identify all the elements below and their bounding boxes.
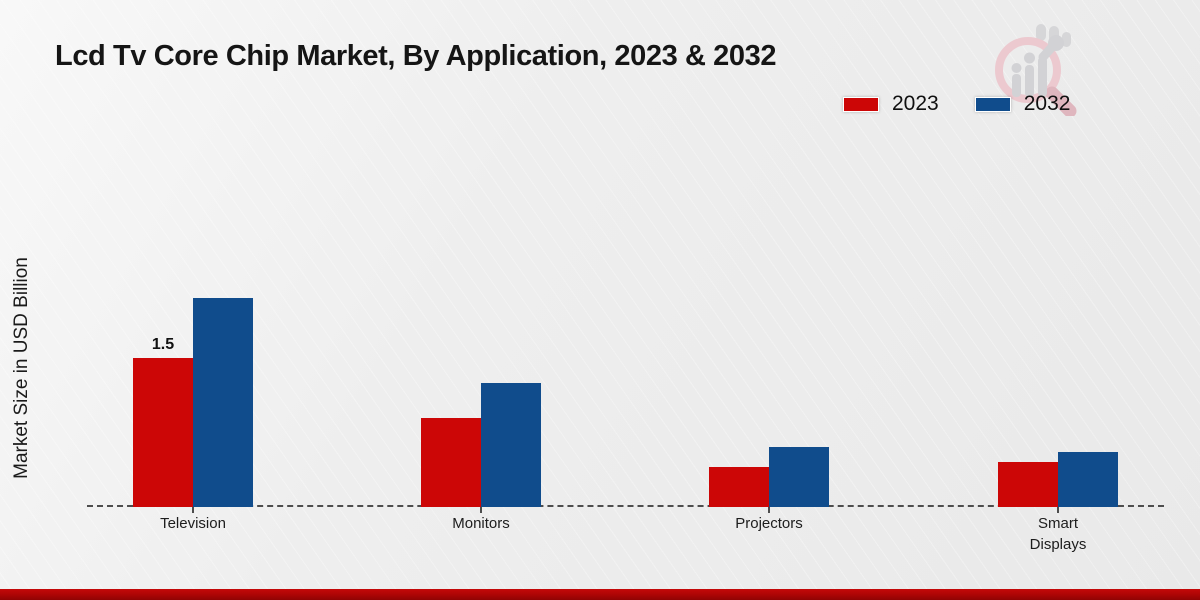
bar-2023-smart-displays <box>998 462 1058 507</box>
x-axis-tick <box>768 507 770 513</box>
x-tick-label: Smart Displays <box>1029 515 1087 553</box>
x-axis-tick <box>192 507 194 513</box>
bar-2032-monitors <box>481 383 541 507</box>
legend-swatch <box>974 96 1011 112</box>
legend-swatch <box>843 96 879 112</box>
legend-item-2023: 2023 <box>843 92 939 116</box>
x-axis-tick <box>1057 507 1059 513</box>
x-tick-label: Projectors <box>735 515 803 532</box>
bar-2023-monitors <box>421 418 481 507</box>
bar-2023-television <box>133 358 193 507</box>
bar-2032-projectors <box>769 447 829 507</box>
chart-title: Lcd Tv Core Chip Market, By Application,… <box>55 40 777 72</box>
legend-label: 2032 <box>1023 92 1071 115</box>
legend-item-2032: 2032 <box>974 92 1071 116</box>
brand-watermark-icon <box>995 24 1077 116</box>
x-axis-tick <box>480 507 482 513</box>
bar-value-label: 1.5 <box>151 336 175 353</box>
x-tick-label: Television <box>160 515 226 532</box>
legend: 2023 2032 <box>843 92 1070 116</box>
legend-label: 2023 <box>892 92 939 115</box>
footer-red-band <box>0 589 1200 600</box>
bar-2023-projectors <box>709 467 769 507</box>
x-axis-baseline <box>87 505 1164 507</box>
x-tick-label: Monitors <box>452 515 510 532</box>
bar-2032-smart-displays <box>1058 452 1118 507</box>
bar-2032-television <box>193 298 253 507</box>
